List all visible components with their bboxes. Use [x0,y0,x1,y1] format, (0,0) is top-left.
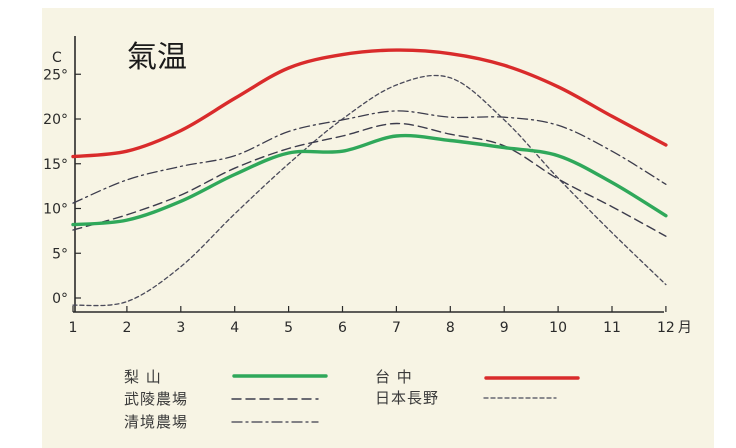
x-tick-label: 7 [392,320,401,336]
y-tick-label: 10° [43,202,68,218]
series-line-5 [72,74,667,307]
x-axis-ticks: 1 2 3 4 5 6 7 8 9 10 11 12 月 [69,306,692,336]
y-tick-label: 25° [43,67,68,83]
y-tick-label: 0° [52,291,68,307]
y-tick-label: 15° [43,157,68,173]
series-line-3 [72,122,667,237]
series-lines [71,48,668,307]
x-axis-unit-label: 月 [678,320,692,336]
x-tick-label: 2 [122,320,131,336]
x-tick-label: 9 [500,320,509,336]
y-axis-unit-label: C [52,50,62,66]
x-tick-label: 10 [549,320,567,336]
y-tick-label: 20° [43,112,68,128]
chart-axes [73,36,664,313]
chart-title: 氣温 [127,40,187,75]
x-tick-label: 11 [603,320,621,336]
legend-label: 日本長野 [375,389,439,407]
series-line-2 [71,48,668,159]
legend-label: 台 中 [375,368,413,386]
series-line-4 [72,110,667,204]
x-tick-label: 8 [446,320,455,336]
x-tick-label: 6 [338,320,347,336]
legend-label: 武陵農場 [124,390,188,408]
y-tick-label: 5° [52,246,68,262]
legend-label: 清境農場 [124,413,188,431]
chart-paper [42,8,714,448]
x-tick-label: 4 [230,320,239,336]
x-tick-label: 5 [284,320,293,336]
y-axis-ticks: 0° 5° 10° 15° 20° 25° [43,67,81,307]
series-line-1 [71,133,668,227]
x-tick-label: 3 [176,320,185,336]
x-tick-label: 12 [657,320,675,336]
legend-label: 梨 山 [124,368,162,386]
x-tick-label: 1 [69,320,78,336]
